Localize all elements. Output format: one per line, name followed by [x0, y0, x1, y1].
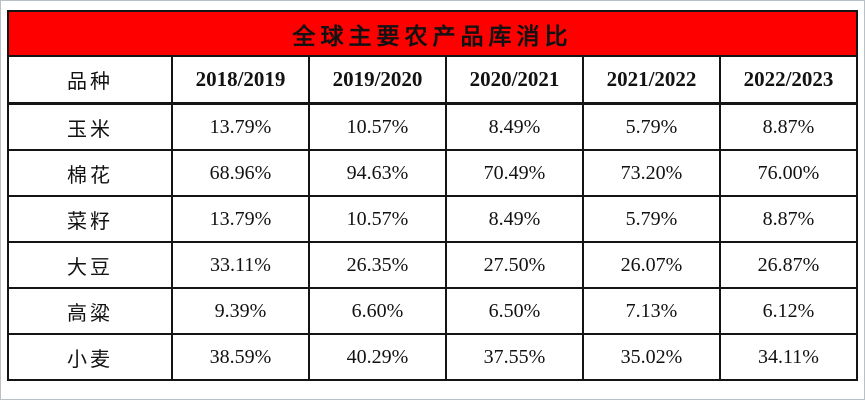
col-header-season: 2021/2022 — [582, 55, 721, 105]
value-cell: 94.63% — [308, 149, 447, 197]
value-cell: 37.55% — [445, 333, 584, 381]
value-cell: 76.00% — [719, 149, 858, 197]
value-cell: 6.60% — [308, 287, 447, 335]
value-cell: 10.57% — [308, 102, 447, 151]
value-cell: 6.50% — [445, 287, 584, 335]
value-cell: 9.39% — [171, 287, 310, 335]
value-cell: 35.02% — [582, 333, 721, 381]
value-cell: 6.12% — [719, 287, 858, 335]
value-cell: 8.49% — [445, 195, 584, 243]
value-cell: 8.49% — [445, 102, 584, 151]
value-cell: 13.79% — [171, 102, 310, 151]
value-cell: 27.50% — [445, 241, 584, 289]
row-label: 棉花 — [7, 149, 173, 197]
value-cell: 70.49% — [445, 149, 584, 197]
table-body: 玉米 13.79% 10.57% 8.49% 5.79% 8.87% 棉花 68.96% 94.… — [7, 102, 858, 381]
col-header-season: 2020/2021 — [445, 55, 584, 105]
value-cell: 7.13% — [582, 287, 721, 335]
title-row: 全球主要农产品库消比 — [7, 10, 858, 57]
row-label: 玉米 — [7, 102, 173, 151]
table-row: 大豆 33.11% 26.35% 27.50% 26.07% 26.87% — [7, 241, 858, 289]
row-label: 大豆 — [7, 241, 173, 289]
value-cell: 34.11% — [719, 333, 858, 381]
table-row: 菜籽 13.79% 10.57% 8.49% 5.79% 8.87% — [7, 195, 858, 243]
value-cell: 13.79% — [171, 195, 310, 243]
value-cell: 33.11% — [171, 241, 310, 289]
row-label: 菜籽 — [7, 195, 173, 243]
value-cell: 68.96% — [171, 149, 310, 197]
col-header-variety: 品种 — [7, 55, 173, 105]
value-cell: 10.57% — [308, 195, 447, 243]
col-header-season: 2019/2020 — [308, 55, 447, 105]
value-cell: 40.29% — [308, 333, 447, 381]
table-title: 全球主要农产品库消比 — [7, 10, 858, 57]
col-header-season: 2018/2019 — [171, 55, 310, 105]
col-header-season: 2022/2023 — [719, 55, 858, 105]
table-row: 高粱 9.39% 6.60% 6.50% 7.13% 6.12% — [7, 287, 858, 335]
table-row: 棉花 68.96% 94.63% 70.49% 73.20% 76.00% — [7, 149, 858, 197]
stock-to-use-ratio-table: 全球主要农产品库消比 品种 2018/2019 2019/2020 2020/2021… — [7, 10, 858, 381]
row-label: 高粱 — [7, 287, 173, 335]
value-cell: 26.87% — [719, 241, 858, 289]
value-cell: 73.20% — [582, 149, 721, 197]
table-row: 玉米 13.79% 10.57% 8.49% 5.79% 8.87% — [7, 102, 858, 151]
value-cell: 5.79% — [582, 102, 721, 151]
value-cell: 38.59% — [171, 333, 310, 381]
row-label: 小麦 — [7, 333, 173, 381]
table-row: 小麦 38.59% 40.29% 37.55% 35.02% 34.11% — [7, 333, 858, 381]
value-cell: 26.35% — [308, 241, 447, 289]
value-cell: 8.87% — [719, 195, 858, 243]
value-cell: 8.87% — [719, 102, 858, 151]
value-cell: 26.07% — [582, 241, 721, 289]
header-row: 品种 2018/2019 2019/2020 2020/2021 2021/2022 20… — [7, 55, 858, 105]
value-cell: 5.79% — [582, 195, 721, 243]
